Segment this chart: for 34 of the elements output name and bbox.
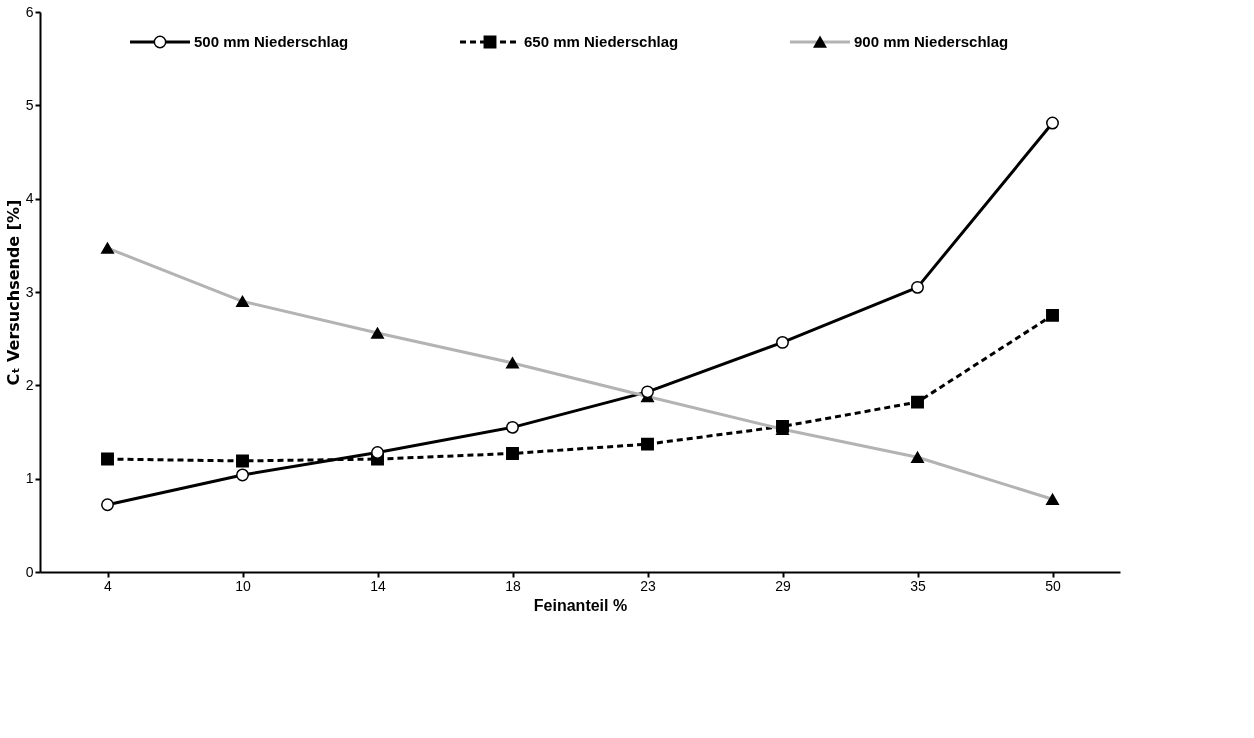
x-tick-label: 50 — [1045, 577, 1061, 594]
y-tick-label: 1 — [25, 470, 34, 487]
legend-label: 500 mm Niederschlag — [194, 33, 349, 50]
point — [371, 446, 384, 459]
y-axis-title: Cₜ Versuchsende [%] — [3, 199, 23, 386]
x-tick-label: 10 — [235, 577, 251, 594]
y-tick-label: 2 — [25, 376, 34, 393]
x-axis-title: Feinanteil % — [533, 596, 628, 614]
point — [506, 447, 519, 460]
x-tick-label: 35 — [910, 577, 926, 594]
point — [236, 454, 249, 468]
point — [641, 437, 654, 451]
point — [641, 385, 654, 399]
x-tick-label: 4 — [104, 577, 113, 594]
point — [236, 468, 249, 482]
y-tick-label: 4 — [25, 190, 34, 207]
point — [101, 452, 114, 466]
y-tick-label: 3 — [25, 283, 34, 300]
x-tick-label: 14 — [370, 577, 386, 594]
x-tick-label: 18 — [505, 577, 521, 594]
point — [506, 420, 519, 434]
y-tick-label: 6 — [25, 3, 34, 20]
y-tick-label: 5 — [25, 96, 34, 113]
legend-label: 650 mm Niederschlag — [524, 33, 679, 50]
point — [911, 280, 924, 294]
point — [101, 498, 114, 512]
point — [911, 395, 924, 409]
y-tick-label: 0 — [25, 563, 34, 580]
point — [1046, 308, 1059, 322]
x-tick-label: 29 — [775, 577, 791, 594]
legend-label: 900 mm Niederschlag — [854, 33, 1009, 50]
point — [1046, 116, 1059, 130]
point — [776, 335, 789, 349]
x-tick-label: 23 — [640, 577, 656, 594]
